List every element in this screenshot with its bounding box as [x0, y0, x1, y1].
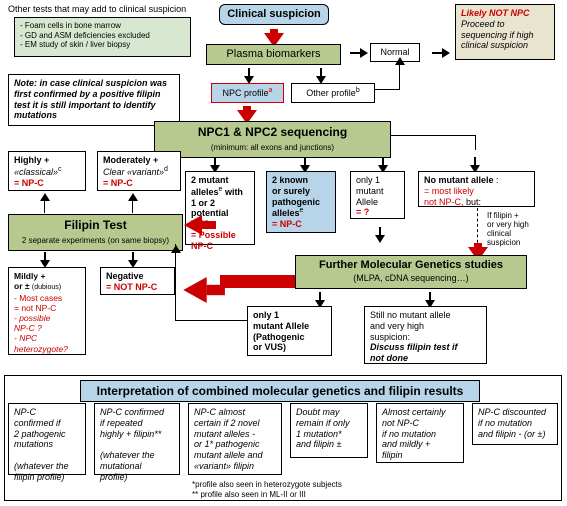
connector	[175, 320, 247, 321]
sequencing-box: NPC1 & NPC2 sequencing (minimum: all exo…	[154, 121, 391, 158]
proceed-text: Proceed to sequencing if high clinical s…	[461, 19, 534, 51]
interp-c5: Almost certainlynot NP-Cif no mutationan…	[376, 403, 464, 463]
arrow-icon	[442, 48, 450, 58]
further-out1: only 1mutant Allele(Pathogenicor VUS)	[247, 306, 332, 356]
arrow-icon	[375, 235, 385, 243]
seq-out-2known: 2 knownor surelypathogenicallelese = NP-…	[266, 171, 336, 233]
other-tests-heading: Other tests that may add to clinical sus…	[8, 4, 208, 14]
seq-out-nomut: No mutant allele : = most likelynot NP-C…	[418, 171, 535, 207]
arrow-icon	[395, 57, 405, 65]
filipin-note: If filipin +or very highclinicalsuspicio…	[487, 211, 557, 247]
further-studies: Further Molecular Genetics studies (MLPA…	[295, 255, 527, 289]
not-npc-text: Likely NOT NPC	[461, 8, 530, 18]
not-npc-box: Likely NOT NPC Proceed to sequencing if …	[455, 4, 555, 60]
filipin-test: Filipin Test 2 separate experiments (on …	[8, 214, 183, 251]
interp-c4: Doubt mayremain if only1 mutation*and fi…	[290, 403, 368, 458]
connector	[44, 201, 45, 213]
connector	[132, 201, 133, 213]
arrow-icon	[183, 277, 206, 303]
arrow-icon	[171, 245, 181, 253]
interp-c3: NP-C almostcertain if 2 novelmutant alle…	[188, 403, 282, 475]
interp-title: Interpretation of combined molecular gen…	[80, 380, 480, 402]
plasma-biomarkers: Plasma biomarkers	[206, 44, 341, 65]
interp-c6: NP-C discountedif no mutationand filipin…	[472, 403, 558, 445]
interp-c1: NP-Cconfirmed if2 pathogenicmutations (w…	[8, 403, 86, 475]
dashed-line	[477, 208, 478, 248]
arrow-icon	[40, 193, 50, 201]
arrow-icon	[128, 193, 138, 201]
arrow-icon	[184, 215, 202, 235]
further-out2: Still no mutant alleleand very highsuspi…	[364, 306, 487, 364]
note-box: Note: in case clinical suspicion was fir…	[8, 74, 180, 126]
filipin-moderate: Moderately +Clear «variant»d = NP-C	[97, 151, 181, 191]
seq-out-1mut: only 1mutantAllele = ?	[350, 171, 405, 219]
clinical-suspicion: Clinical suspicion	[219, 4, 329, 25]
arrow-body	[220, 275, 295, 288]
connector	[375, 89, 400, 90]
interp-c2: NP-C confirmedif repeatedhighly + filipi…	[94, 403, 180, 475]
filipin-highly: Highly +«classical»c = NP-C	[8, 151, 86, 191]
footnote2: ** profile also seen in ML-II or III	[192, 490, 306, 499]
seq-sub: (minimum: all exons and junctions)	[211, 143, 334, 152]
connector	[391, 135, 475, 136]
other-tests-list: - Foam cells in bone marrow - GD and ASM…	[14, 17, 191, 57]
npc-profile: NPC profilea	[211, 83, 284, 103]
arrow-icon	[360, 48, 368, 58]
filipin-neg: Negative= NOT NP-C	[100, 267, 175, 295]
connector	[175, 244, 176, 320]
footnote1: *profile also seen in heterozygote subje…	[192, 480, 342, 489]
connector	[475, 135, 476, 150]
filipin-mild: Mildly +or ± (dubious) - Most cases= not…	[8, 267, 86, 355]
connector	[399, 65, 400, 89]
other-profile: Other profileb	[291, 83, 375, 103]
seq-title: NPC1 & NPC2 sequencing	[198, 125, 347, 139]
